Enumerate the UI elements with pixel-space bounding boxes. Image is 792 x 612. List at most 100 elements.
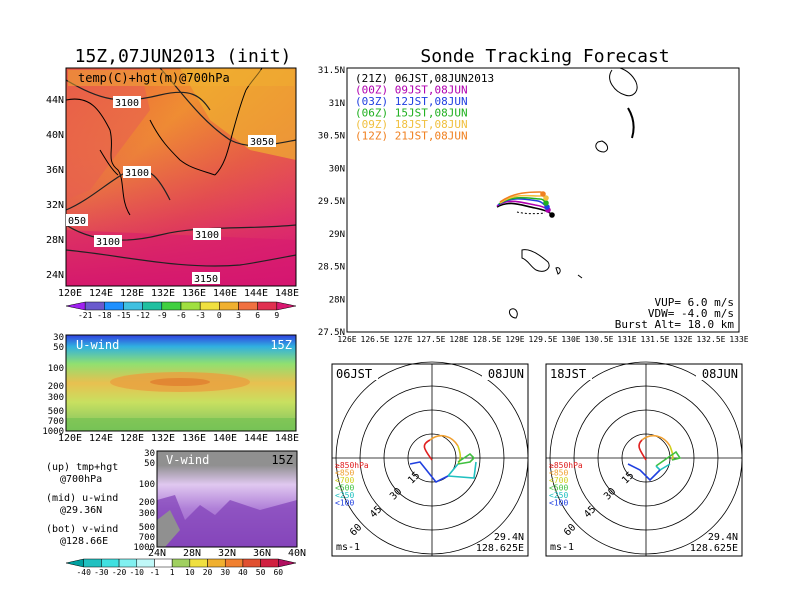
tracking-y-ticks: 31.5N 31N 30.5N 30N 29.5N 29N 28.5N 28N 27.5N — [318, 66, 345, 338]
colorbar-label: -15 — [116, 311, 131, 320]
vup-text: VUP= 6.0 m/s — [655, 296, 734, 309]
hodo-level-label: ≥850hPa — [335, 461, 369, 470]
uwind-time: 15Z — [270, 338, 292, 352]
colorbar-swatch — [65, 558, 84, 568]
hodo-level-label: <500 — [549, 484, 568, 493]
hodo-trace — [446, 461, 477, 479]
contour-label: 3100 — [195, 230, 219, 241]
track-endpoint — [543, 200, 549, 206]
colorbar-swatch — [154, 558, 173, 568]
track-endpoint — [543, 195, 549, 201]
x-tick-label: 128.5E — [473, 335, 502, 344]
x-tick-label: 132E — [151, 288, 175, 299]
colorbar-swatch — [219, 301, 239, 311]
contour-label: 3100 — [125, 168, 149, 179]
contour-labels: 3100 3050 3100 050 3100 3100 3150 — [66, 96, 276, 285]
contour-label: 3050 — [250, 137, 274, 148]
hodo-lon: 128.625E — [476, 543, 524, 554]
colorbar-label: 0 — [217, 311, 222, 320]
hodo-time: 18JST — [550, 367, 586, 381]
x-tick-label: 140E — [213, 433, 237, 444]
hodo-time: 06JST — [336, 367, 372, 381]
legend-entry: (09Z) 18JST,08JUN — [355, 118, 468, 131]
hodo-level-label: <850 — [335, 469, 354, 478]
legend-entry: (03Z) 12JST,08JUN — [355, 95, 468, 108]
x-tick-label: 131.5E — [641, 335, 670, 344]
x-tick-label: 130.5E — [585, 335, 614, 344]
hodo-lat: 29.4N — [708, 532, 738, 543]
colorbar-swatch — [123, 301, 143, 311]
wind-colorbar: -40 -30 -20 -10 -1 1 10 20 30 40 50 60 — [65, 558, 297, 577]
note-bot1: (bot) v-wind — [46, 524, 118, 535]
contour-label: 050 — [68, 216, 86, 227]
y-tick-label: 300 — [48, 393, 64, 403]
y-tick-label: 700 — [139, 533, 155, 543]
colorbar-label: -9 — [157, 311, 167, 320]
colorbar-swatch — [142, 301, 163, 311]
x-tick-label: 140E — [213, 288, 237, 299]
colorbar-swatch — [238, 301, 258, 311]
x-tick-label: 133E — [729, 335, 748, 344]
vwind-time: 15Z — [271, 453, 293, 467]
hodo-lon: 128.625E — [690, 543, 738, 554]
x-tick-label: 124E — [89, 433, 113, 444]
contour-label: 3100 — [115, 98, 139, 109]
y-tick-label: 1000 — [133, 543, 155, 553]
colorbar-label: -20 — [112, 568, 127, 577]
x-tick-label: 132E — [673, 335, 692, 344]
y-tick-label: 1000 — [42, 427, 64, 437]
note-mid2: @29.36N — [60, 505, 102, 516]
y-tick-label: 200 — [48, 382, 64, 392]
vwind-x-ticks: 24N 28N 32N 36N 40N — [148, 548, 306, 559]
x-tick-label: 144E — [244, 288, 268, 299]
y-tick-label: 29N — [329, 230, 345, 240]
x-tick-label: 130E — [561, 335, 580, 344]
side-notes: (up) tmp+hgt @700hPa (mid) u-wind @29.36… — [46, 462, 118, 547]
colorbar-swatch — [171, 558, 191, 568]
colorbar-swatch — [83, 558, 102, 568]
colorbar-label: -1 — [150, 568, 160, 577]
hodographs: 06JST 08JUNms-129.4N128.625E≥850hPa<850<7… — [331, 361, 743, 557]
colorbar-label: 3 — [236, 311, 241, 320]
map-panel: temp(C)+hgt(m)@700hPa 3100 3050 3100 050… — [46, 67, 299, 299]
colorbar-label: 40 — [238, 568, 248, 577]
colorbar-label: 10 — [185, 568, 195, 577]
colorbar-swatch — [189, 558, 208, 568]
colorbar-swatch — [180, 301, 201, 311]
hodo-unit: ms-1 — [336, 542, 360, 553]
y-tick-label: 30N — [329, 164, 345, 174]
hodo-trace — [409, 461, 449, 484]
track-endpoint — [540, 191, 546, 197]
colorbar-swatch — [260, 558, 279, 568]
vdw-text: VDW= -4.0 m/s — [648, 307, 734, 320]
y-tick-label: 29.5N — [318, 197, 345, 207]
right-title: Sonde Tracking Forecast — [420, 46, 669, 67]
map-y-ticks: 44N 40N 36N 32N 28N 24N — [46, 95, 64, 281]
note-mid1: (mid) u-wind — [46, 493, 118, 504]
legend-entry: (00Z) 09JST,08JUN — [355, 84, 468, 97]
y-tick-label: 100 — [139, 480, 155, 490]
legend-entry: (21Z) 06JST,08JUN2013 — [355, 72, 494, 85]
map-label: temp(C)+hgt(m)@700hPa — [78, 71, 230, 85]
y-tick-label: 28N — [329, 295, 345, 305]
colorbar-swatch — [207, 558, 226, 568]
y-tick-label: 44N — [46, 95, 64, 106]
colorbar-label: -6 — [176, 311, 186, 320]
map-x-ticks: 120E 124E 128E 132E 136E 140E 144E 148E — [58, 288, 299, 299]
colorbar-label: 6 — [255, 311, 260, 320]
y-tick-label: 700 — [48, 417, 64, 427]
y-tick-label: 200 — [139, 498, 155, 508]
y-tick-label: 36N — [46, 165, 64, 176]
colorbar-label: -40 — [76, 568, 91, 577]
hodo-level-label: <700 — [549, 476, 568, 485]
hodo-trace — [423, 439, 433, 461]
y-tick-label: 27.5N — [318, 328, 345, 338]
tracking-legend: (21Z) 06JST,08JUN2013(00Z) 09JST,08JUN(0… — [355, 72, 494, 143]
colorbar-label: 1 — [170, 568, 175, 577]
colorbar-label: -3 — [195, 311, 205, 320]
contour-label: 3100 — [96, 237, 120, 248]
